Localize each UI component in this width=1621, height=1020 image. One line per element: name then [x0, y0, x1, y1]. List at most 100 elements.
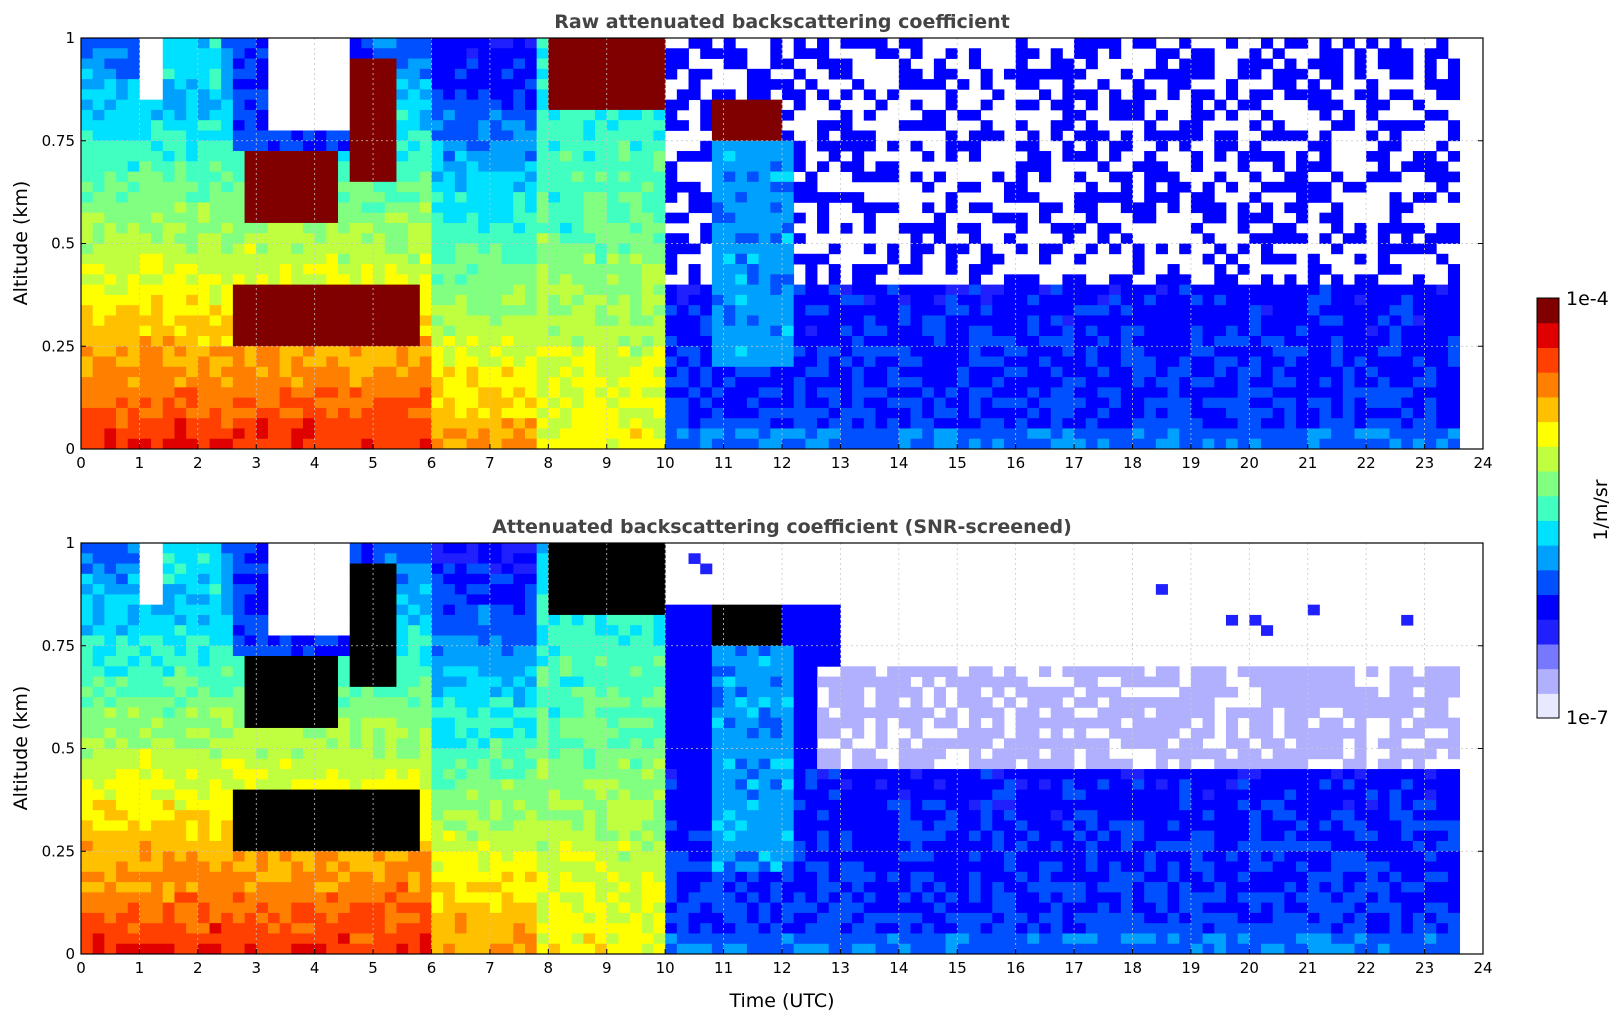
heat-cell	[1027, 428, 1040, 440]
heat-cell	[1062, 315, 1075, 327]
heat-cell	[1190, 418, 1203, 429]
heat-cell	[361, 212, 374, 224]
heat-cell	[770, 109, 783, 121]
heat-cell	[1401, 366, 1414, 378]
heat-cell	[1412, 356, 1425, 368]
heat-cell	[1424, 418, 1437, 429]
heat-cell	[396, 851, 409, 862]
heat-cell	[1062, 58, 1075, 70]
heat-cell	[828, 284, 841, 296]
heat-cell	[104, 397, 117, 409]
heat-cell	[653, 222, 666, 234]
heat-cell	[910, 233, 923, 244]
heat-cell	[1249, 192, 1262, 203]
heat-cell	[419, 212, 432, 224]
heat-cell	[618, 397, 631, 409]
heat-cell	[700, 109, 713, 121]
heat-cell	[898, 325, 911, 337]
heat-cell	[1190, 222, 1203, 234]
heat-cell	[1319, 68, 1332, 80]
heat-cell	[1237, 202, 1250, 214]
heat-cell	[116, 305, 129, 316]
heat-cell	[291, 438, 304, 449]
heat-cell	[1039, 325, 1052, 337]
heat-cell	[618, 212, 631, 224]
heat-cell	[524, 68, 538, 80]
heat-cell	[162, 676, 175, 688]
heat-cell	[887, 438, 900, 449]
heat-cell	[221, 38, 234, 49]
heat-cell	[162, 902, 175, 914]
heat-cell	[1225, 181, 1239, 193]
heat-cell	[267, 181, 281, 193]
heat-cell	[700, 325, 713, 337]
heat-cell	[338, 387, 351, 399]
heat-cell	[174, 387, 187, 399]
heat-cell	[887, 387, 900, 399]
heat-cell	[396, 923, 409, 934]
heat-cell	[513, 377, 526, 388]
heat-cell	[127, 820, 140, 832]
heat-cell	[524, 284, 538, 296]
heat-cell	[630, 418, 643, 429]
heat-cell	[1412, 418, 1425, 429]
heat-cell	[174, 264, 187, 275]
heat-cell	[1249, 387, 1262, 399]
heat-cell	[127, 727, 140, 739]
heat-cell	[408, 397, 421, 409]
heat-cell	[910, 366, 923, 378]
heat-cell	[992, 335, 1005, 347]
heat-cell	[1261, 212, 1274, 224]
heat-cell	[431, 284, 444, 296]
heat-cell	[1015, 222, 1028, 234]
heat-cell	[489, 109, 502, 121]
heat-cell	[92, 717, 105, 729]
heat-cell	[1074, 397, 1087, 409]
heat-cell	[174, 645, 187, 657]
heat-cell	[1436, 222, 1449, 234]
heat-cell	[139, 676, 152, 688]
heat-cell	[1261, 387, 1274, 399]
heat-cell	[805, 264, 818, 275]
heat-cell	[1424, 233, 1437, 244]
heat-cell	[361, 99, 374, 111]
heat-cell	[840, 377, 853, 388]
heat-cell	[1085, 151, 1098, 162]
heat-cell	[1331, 418, 1344, 429]
heat-cell	[302, 933, 316, 945]
heat-cell	[1155, 387, 1168, 399]
heat-cell	[127, 871, 140, 883]
heat-cell	[302, 305, 316, 316]
heat-cell	[256, 428, 269, 440]
heat-cell	[501, 264, 514, 275]
heat-cell	[1050, 130, 1063, 142]
heat-cell	[618, 68, 631, 80]
heat-cell	[396, 769, 409, 780]
heat-cell	[1097, 161, 1110, 172]
heat-cell	[302, 274, 316, 286]
heat-cell	[746, 140, 760, 152]
heat-cell	[1190, 99, 1203, 111]
heat-cell	[232, 840, 245, 852]
heat-cell	[162, 305, 175, 316]
heat-cell	[232, 171, 245, 183]
heat-cell	[81, 851, 94, 862]
heat-cell	[665, 315, 678, 327]
heat-cell	[560, 294, 573, 306]
heat-cell	[384, 79, 397, 90]
heat-cell	[244, 779, 257, 791]
heat-cell	[1447, 120, 1461, 131]
heat-cell	[560, 68, 573, 80]
heat-cell	[466, 397, 479, 409]
heat-cell	[887, 161, 900, 172]
heat-cell	[81, 933, 94, 945]
heat-cell	[735, 294, 748, 306]
heat-cell	[653, 294, 666, 306]
heat-cell	[361, 717, 374, 729]
heat-cell	[875, 438, 888, 449]
heat-cell	[560, 161, 573, 172]
heat-cell	[361, 676, 374, 688]
heat-cell	[92, 130, 105, 142]
heat-cell	[1214, 315, 1227, 327]
heat-cell	[548, 274, 561, 286]
